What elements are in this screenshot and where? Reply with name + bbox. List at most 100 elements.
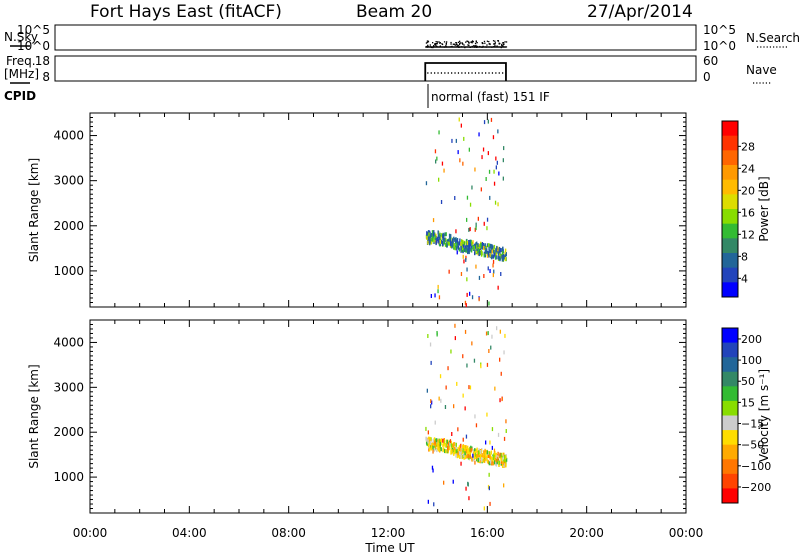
velocity-echo-sparse: [456, 381, 458, 386]
velocity-echo: [500, 457, 503, 462]
power-echo-sparse: [465, 303, 467, 308]
velocity-echo: [502, 464, 504, 468]
velocity-echo: [486, 459, 489, 464]
power-echo: [433, 238, 435, 243]
power-echo-sparse: [488, 169, 491, 174]
power-echo: [446, 243, 448, 248]
power-echo-sparse: [481, 155, 483, 160]
velocity-echo: [432, 439, 434, 444]
power-echo: [427, 238, 429, 243]
power-frame: [89, 112, 687, 308]
power-echo: [504, 248, 507, 253]
power-echo: [460, 245, 462, 250]
velocity-echo: [433, 437, 436, 442]
velocity-echo-sparse: [471, 341, 473, 346]
power-echo: [443, 240, 445, 245]
power-echo: [445, 232, 447, 237]
nsky-left-tick-bottom: 10^0: [17, 39, 50, 53]
nsky-dot: [471, 42, 473, 44]
power-echo: [437, 230, 439, 235]
velocity-echo: [487, 454, 490, 458]
power-echo: [499, 256, 501, 261]
nsky-dot: [467, 40, 469, 43]
date-title: 27/Apr/2014: [587, 2, 693, 22]
velocity-colorbar-tick-label: 50: [741, 375, 755, 388]
power-echo: [466, 243, 468, 248]
velocity-echo: [439, 442, 441, 447]
velocity-echo-sparse: [467, 454, 469, 458]
velocity-echo-sparse: [462, 393, 464, 398]
velocity-echo: [496, 454, 498, 459]
power-echo-sparse: [455, 138, 457, 143]
velocity-echo: [447, 445, 450, 450]
velocity-echo: [470, 448, 472, 453]
x-tick-label: 08:00: [271, 526, 306, 540]
power-echo: [501, 257, 504, 262]
power-echo-sparse: [497, 129, 499, 134]
velocity-echo: [488, 451, 491, 456]
velocity-echo: [500, 452, 502, 457]
velocity-y-tick-label: 2000: [53, 425, 84, 439]
power-echo-sparse: [492, 263, 494, 268]
power-echo: [472, 245, 474, 250]
x-tick-label: 20:00: [569, 526, 604, 540]
velocity-colorbar-segment: [722, 430, 738, 446]
velocity-echo: [484, 455, 486, 460]
velocity-echo: [473, 456, 475, 461]
velocity-echo: [429, 447, 431, 452]
velocity-echo-sparse: [445, 385, 447, 390]
power-echo-sparse: [492, 259, 495, 264]
velocity-echo: [458, 451, 460, 456]
velocity-echo-sparse: [460, 461, 462, 466]
power-echo: [453, 236, 455, 241]
nsky-dot: [502, 42, 504, 44]
velocity-echo: [445, 449, 447, 454]
velocity-echo: [457, 453, 460, 458]
velocity-echo: [468, 451, 470, 456]
velocity-echo: [469, 447, 471, 452]
velocity-echo-sparse: [440, 398, 442, 403]
velocity-echo: [491, 457, 493, 462]
power-echo-sparse: [483, 120, 486, 125]
nsky-dot: [498, 42, 500, 44]
power-echo: [499, 251, 501, 256]
power-echo: [439, 232, 441, 237]
power-echo: [461, 240, 464, 245]
velocity-y-tick-label: 1000: [53, 470, 84, 484]
velocity-echo-sparse: [483, 506, 485, 511]
velocity-echo-sparse: [449, 439, 452, 444]
power-echo-sparse: [489, 253, 491, 258]
nsky-dot: [456, 42, 458, 44]
power-echo: [481, 242, 484, 246]
velocity-echo: [444, 449, 446, 454]
power-echo-sparse: [474, 227, 476, 232]
velocity-echo-sparse: [499, 329, 501, 334]
nsky-dot: [492, 40, 495, 42]
power-echo: [481, 244, 483, 249]
power-echo: [504, 257, 507, 261]
power-echo: [490, 247, 492, 252]
power-echo: [429, 234, 431, 239]
velocity-y-tick-label: 4000: [53, 335, 84, 349]
velocity-echo: [451, 450, 453, 455]
velocity-echo: [469, 454, 471, 459]
freq-left-tick-top: 18: [35, 54, 50, 68]
velocity-echo: [503, 459, 505, 464]
power-colorbar-tick-label: 12: [741, 228, 755, 241]
velocity-echo: [471, 457, 473, 462]
velocity-echo: [443, 439, 445, 444]
nsky-dot: [474, 45, 476, 47]
nsky-dot: [489, 43, 491, 46]
power-echo: [473, 245, 475, 250]
power-echo: [442, 234, 445, 239]
velocity-echo-sparse: [450, 349, 452, 354]
velocity-echo-sparse: [443, 480, 445, 485]
power-echo-sparse: [486, 253, 489, 258]
velocity-echo: [472, 457, 475, 462]
power-colorbar-segment: [722, 121, 738, 137]
power-echo-sparse: [465, 255, 467, 260]
velocity-echo: [481, 453, 483, 457]
velocity-echo: [432, 445, 434, 450]
velocity-echo: [446, 439, 448, 444]
